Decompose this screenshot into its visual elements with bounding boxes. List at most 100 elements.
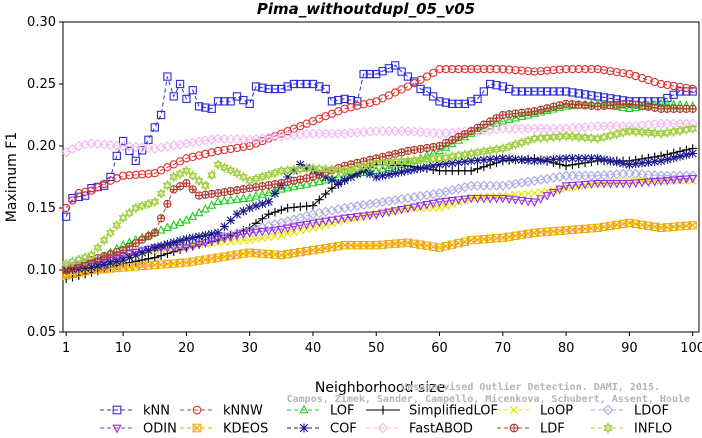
data-point-lof — [612, 101, 622, 111]
data-point-kdeos — [688, 221, 697, 230]
data-point-ldf — [118, 246, 128, 255]
data-point-knnw — [568, 64, 577, 74]
data-point-inflo — [466, 147, 476, 159]
x-tick-label: 80 — [558, 341, 575, 356]
data-point-ldf — [188, 185, 197, 194]
data-point-fastabod — [212, 133, 224, 144]
data-point-cof — [245, 203, 255, 213]
data-point-odin — [283, 224, 293, 234]
data-point-knn — [397, 67, 406, 76]
data-point-inflo — [188, 170, 198, 182]
data-point-inflo — [384, 156, 394, 168]
data-point-loop — [264, 233, 273, 242]
data-point-knnw — [201, 149, 210, 159]
data-point-cof — [87, 263, 96, 272]
data-point-lof — [441, 142, 451, 151]
data-point-inflo — [567, 131, 577, 143]
data-point-lof — [219, 195, 229, 205]
data-point-fastabod — [130, 141, 141, 153]
data-point-cof — [321, 172, 330, 182]
data-point-knnw — [182, 154, 191, 163]
data-point-inflo — [302, 163, 312, 175]
data-point-lof — [169, 220, 179, 229]
data-point-ldf — [637, 101, 647, 110]
data-point-simplifiedlof — [302, 201, 311, 211]
data-point-inflo — [352, 162, 362, 174]
data-point-lof — [624, 103, 634, 113]
data-point-odin — [643, 178, 653, 188]
data-point-odin — [257, 228, 267, 237]
data-point-loop — [289, 228, 298, 237]
data-point-cof — [460, 157, 470, 166]
data-point-lof — [567, 100, 577, 110]
data-point-knn — [530, 87, 539, 96]
data-point-inflo — [200, 180, 210, 192]
legend-item-ldf: LDF — [497, 422, 565, 437]
data-point-odin — [416, 202, 426, 211]
data-point-inflo — [612, 128, 622, 140]
legend-marker — [377, 422, 389, 434]
y-tick-label: 0.10 — [27, 263, 56, 278]
data-point-knnw — [580, 64, 590, 74]
data-point-knnw — [498, 64, 507, 74]
data-point-ldof — [630, 168, 641, 179]
data-point-inflo — [327, 164, 337, 176]
data-point-knn — [542, 87, 552, 96]
data-point-inflo — [441, 151, 451, 163]
data-point-cof — [251, 201, 261, 211]
data-point-loop — [239, 236, 248, 245]
series-layer — [61, 61, 698, 283]
data-point-lof — [314, 176, 324, 185]
legend-marker — [378, 405, 388, 415]
data-point-fastabod — [219, 133, 230, 144]
data-point-knn — [188, 86, 197, 95]
data-point-inflo — [504, 141, 514, 152]
data-point-inflo — [137, 200, 147, 212]
data-point-ldf — [239, 185, 248, 194]
data-point-knn — [504, 84, 514, 94]
data-point-ldf — [182, 179, 191, 188]
data-point-knn — [62, 212, 71, 221]
data-point-inflo — [523, 135, 533, 146]
x-tick-label: 70 — [495, 341, 512, 356]
x-tick-label: 1 — [62, 341, 70, 356]
data-point-odin — [631, 179, 641, 189]
data-point-lof — [523, 109, 533, 119]
data-point-fastabod — [137, 142, 148, 153]
data-point-inflo — [460, 148, 470, 160]
data-point-knn — [479, 87, 488, 96]
data-point-loop — [283, 229, 292, 238]
data-point-knn — [169, 92, 178, 101]
data-point-knn — [372, 69, 381, 79]
data-point-inflo — [605, 130, 615, 142]
data-point-cof — [327, 175, 337, 185]
data-point-ldof — [269, 219, 281, 230]
data-point-cof — [580, 154, 590, 163]
data-point-knnw — [220, 145, 229, 155]
data-point-knn — [549, 87, 558, 96]
data-point-ldf — [137, 235, 147, 244]
data-point-cof — [479, 155, 489, 165]
data-point-odin — [479, 194, 489, 204]
data-point-ldof — [636, 169, 648, 180]
data-point-inflo — [333, 164, 343, 176]
ticks-layer: 1 10 20 30 40 50 60 70 80 90 100 0.05 0.10 0.15 0.20 0.… — [27, 15, 702, 356]
data-point-lof — [251, 191, 261, 200]
legend-label: FastABOD — [409, 422, 473, 435]
data-point-odin — [340, 214, 350, 224]
data-point-odin — [251, 228, 261, 238]
data-point-knnw — [74, 188, 83, 198]
data-point-cof — [650, 157, 660, 166]
data-point-inflo — [93, 242, 103, 254]
legend-label: LDF — [540, 422, 565, 435]
data-point-cof — [144, 245, 153, 255]
data-point-knnw — [574, 64, 583, 74]
data-point-inflo — [99, 234, 109, 246]
data-point-simplifiedlof — [277, 205, 286, 215]
data-point-odin — [200, 239, 210, 248]
data-point-inflo — [618, 127, 628, 139]
data-point-ldf — [150, 228, 159, 237]
data-point-cof — [169, 238, 179, 247]
data-point-lof — [529, 108, 539, 118]
data-point-fastabod — [111, 140, 122, 151]
